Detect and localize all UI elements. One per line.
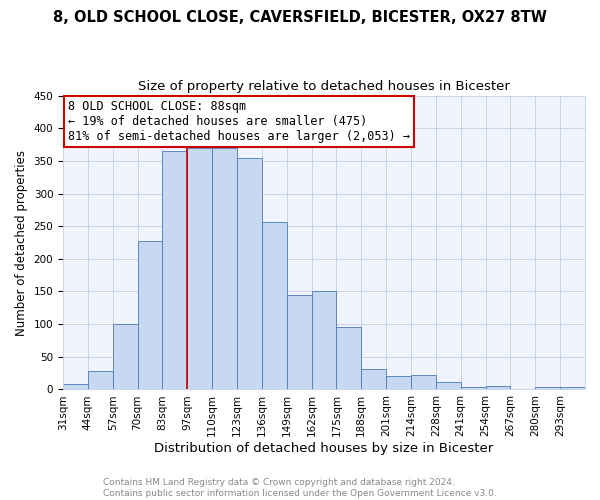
Bar xyxy=(311,291,337,390)
Bar xyxy=(262,222,287,390)
Bar xyxy=(187,148,212,390)
Text: 8 OLD SCHOOL CLOSE: 88sqm
← 19% of detached houses are smaller (475)
81% of semi: 8 OLD SCHOOL CLOSE: 88sqm ← 19% of detac… xyxy=(68,100,410,143)
Bar xyxy=(361,368,386,390)
Bar xyxy=(137,240,163,390)
Bar xyxy=(535,387,560,390)
Bar xyxy=(560,387,585,390)
Bar xyxy=(113,324,137,390)
X-axis label: Distribution of detached houses by size in Bicester: Distribution of detached houses by size … xyxy=(154,442,494,455)
Bar xyxy=(436,382,461,390)
Bar xyxy=(88,371,113,390)
Bar xyxy=(63,384,88,390)
Bar xyxy=(212,148,237,390)
Text: 8, OLD SCHOOL CLOSE, CAVERSFIELD, BICESTER, OX27 8TW: 8, OLD SCHOOL CLOSE, CAVERSFIELD, BICEST… xyxy=(53,10,547,25)
Bar xyxy=(337,328,361,390)
Bar xyxy=(461,387,485,390)
Text: Contains HM Land Registry data © Crown copyright and database right 2024.
Contai: Contains HM Land Registry data © Crown c… xyxy=(103,478,497,498)
Bar xyxy=(485,386,511,390)
Bar xyxy=(386,376,411,390)
Bar xyxy=(287,295,311,390)
Bar xyxy=(411,375,436,390)
Title: Size of property relative to detached houses in Bicester: Size of property relative to detached ho… xyxy=(138,80,510,93)
Bar xyxy=(237,158,262,390)
Y-axis label: Number of detached properties: Number of detached properties xyxy=(15,150,28,336)
Bar xyxy=(163,151,187,390)
